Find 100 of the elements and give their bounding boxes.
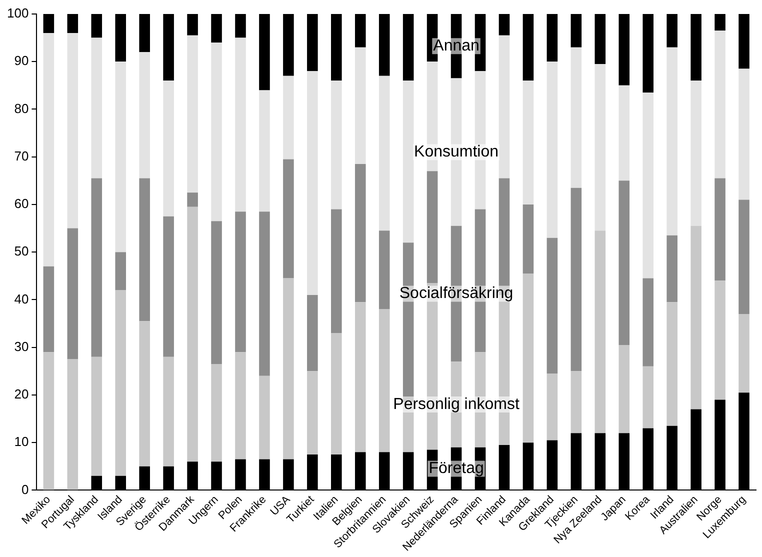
bar <box>570 371 582 434</box>
bar <box>378 76 390 231</box>
bar <box>714 280 726 400</box>
bar <box>307 71 318 295</box>
bar <box>666 235 678 302</box>
bar <box>67 33 78 228</box>
bar <box>259 14 270 90</box>
bar <box>498 35 510 178</box>
bar <box>139 178 150 322</box>
bar <box>666 302 678 426</box>
bar <box>115 62 126 252</box>
bar <box>594 14 606 64</box>
bar <box>235 14 246 38</box>
bar <box>211 42 222 222</box>
bar <box>666 14 678 48</box>
y-tick-label: 90 <box>14 53 29 68</box>
bar <box>163 216 174 357</box>
bar <box>546 14 558 62</box>
y-tick-label: 0 <box>21 482 29 497</box>
bar <box>187 35 198 193</box>
bar <box>331 209 342 334</box>
bar <box>163 356 174 466</box>
bar <box>43 14 54 34</box>
bar <box>235 352 246 460</box>
series-label: Annan <box>433 38 480 55</box>
bar <box>139 52 150 178</box>
bar <box>666 47 678 236</box>
bar <box>283 159 294 278</box>
bar <box>378 14 390 76</box>
bar <box>67 14 78 34</box>
y-tick-label: 10 <box>14 434 29 450</box>
series-label: Konsumtion <box>414 144 499 161</box>
bar <box>163 14 174 81</box>
bar <box>594 230 606 434</box>
bar <box>690 80 702 226</box>
bar <box>738 200 750 314</box>
bar <box>714 178 726 281</box>
series-label: Personlig inkomst <box>393 396 520 413</box>
bar <box>522 274 534 443</box>
bar <box>570 47 582 188</box>
bar <box>690 226 702 410</box>
bar <box>354 14 366 48</box>
bar <box>690 14 702 81</box>
y-tick-label: 70 <box>14 148 29 164</box>
bar <box>498 14 510 36</box>
bar <box>163 80 174 216</box>
y-tick-label: 60 <box>14 196 29 212</box>
bar <box>235 38 246 212</box>
bar <box>115 14 126 62</box>
bar <box>738 14 750 69</box>
bar <box>378 309 390 452</box>
bar <box>43 33 54 266</box>
bar <box>283 278 294 460</box>
bar <box>211 14 222 43</box>
bar <box>91 38 102 178</box>
bar <box>259 90 270 212</box>
y-tick-label: 50 <box>14 244 29 259</box>
bar <box>570 188 582 372</box>
bar <box>187 192 198 207</box>
bar <box>546 238 558 374</box>
bar <box>378 230 390 310</box>
bar <box>618 85 630 181</box>
bar <box>594 64 606 231</box>
series-label: Företag <box>428 460 484 478</box>
bar <box>618 180 630 345</box>
bar <box>115 290 126 476</box>
bar <box>187 14 198 36</box>
bar <box>283 14 294 76</box>
bar <box>642 366 654 428</box>
bar <box>91 14 102 38</box>
bar <box>570 14 582 48</box>
bar <box>426 171 438 284</box>
bar <box>307 294 318 372</box>
bar <box>714 30 726 178</box>
bar <box>714 14 726 31</box>
bar <box>43 266 54 352</box>
bar <box>546 62 558 238</box>
bar <box>331 80 342 210</box>
y-tick-label: 80 <box>14 100 29 116</box>
bar <box>211 364 222 462</box>
bar <box>738 68 750 200</box>
bar <box>642 92 654 278</box>
bar <box>67 359 78 490</box>
bar <box>522 204 534 274</box>
bar <box>307 371 318 454</box>
bar <box>354 302 366 452</box>
y-tick-label: 20 <box>14 386 29 402</box>
bar <box>522 14 534 81</box>
y-tick-label: 40 <box>14 291 29 306</box>
bar <box>139 14 150 52</box>
bar <box>738 314 750 393</box>
bar <box>187 206 198 462</box>
bar <box>354 164 366 302</box>
bar <box>235 212 246 352</box>
bar <box>283 76 294 160</box>
bar <box>618 14 630 86</box>
bar <box>402 14 414 81</box>
bar <box>642 14 654 93</box>
bar <box>618 344 630 434</box>
bar <box>331 14 342 81</box>
